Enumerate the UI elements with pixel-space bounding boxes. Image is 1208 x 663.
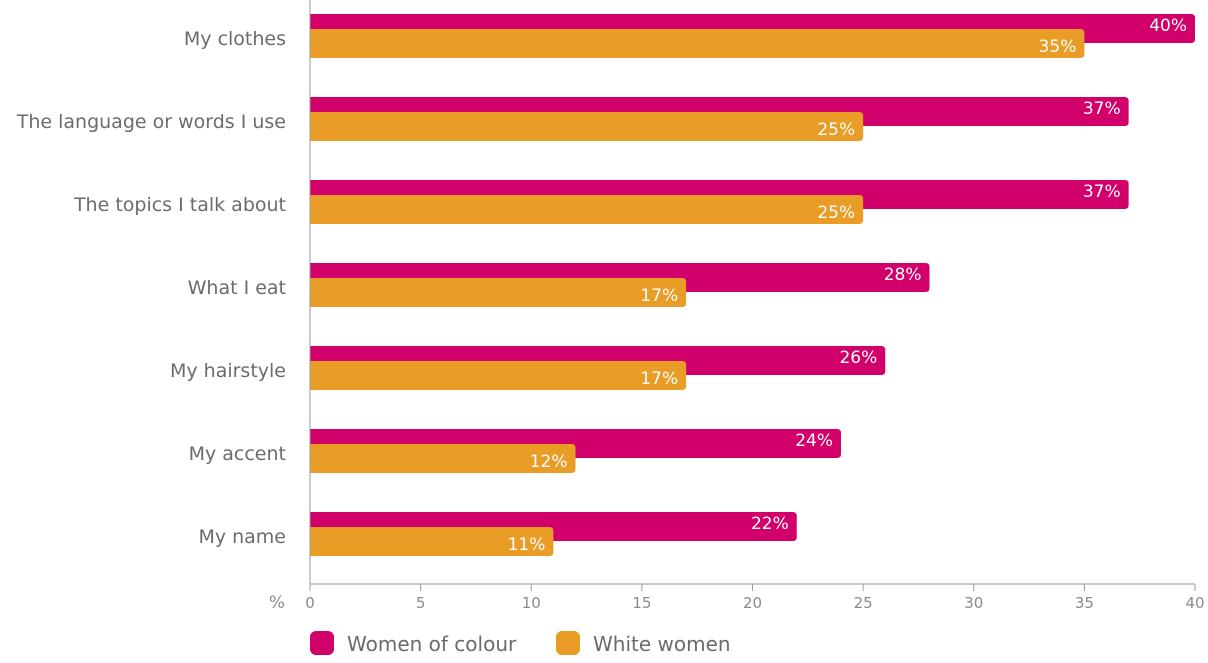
x-tick-label: 5 [416, 594, 426, 612]
bar-white-women [310, 278, 687, 307]
category-label: The topics I talk about [73, 194, 286, 216]
bar-white-women [310, 444, 576, 473]
bar-value-label: 25% [817, 203, 855, 223]
x-tick-label: 10 [522, 594, 541, 612]
legend: Women of colour White women [310, 631, 731, 656]
category-label: What I eat [188, 277, 286, 299]
bar-value-label: 25% [817, 120, 855, 140]
legend-white-women-swatch [556, 631, 580, 655]
bar-white-women [310, 361, 687, 390]
bar-value-label: 28% [884, 265, 922, 285]
bar-value-label: 35% [1039, 37, 1077, 57]
x-tick-label: 20 [743, 594, 762, 612]
x-tick-label: 0 [305, 594, 315, 612]
bar-value-label: 17% [640, 286, 678, 306]
category-label: My clothes [184, 28, 286, 50]
x-tick-label: 15 [632, 594, 651, 612]
bars-group: 40% 35% 37% 25% 37% 25% 28% 17% 26% 17% 24% 12% 22% 1… [310, 14, 1195, 556]
x-tick-label: 35 [1075, 594, 1094, 612]
bar-white-women [310, 527, 554, 556]
x-tick-label: 30 [964, 594, 983, 612]
bar-white-women [310, 195, 864, 224]
legend-women-of-colour-label: Women of colour [347, 632, 517, 656]
bar-value-label: 37% [1083, 182, 1121, 202]
category-label: The language or words I use [16, 111, 286, 133]
category-label: My accent [189, 443, 286, 465]
x-tick-label: 40 [1185, 594, 1204, 612]
category-labels: My clothes The language or words I use The… [16, 28, 286, 548]
x-axis: 0 5 10 15 20 25 30 35 40% [269, 0, 1205, 613]
bar-value-label: 24% [795, 431, 833, 451]
legend-white-women-label: White women [593, 632, 731, 656]
bar-value-label: 11% [508, 535, 546, 555]
bar-value-label: 26% [839, 348, 877, 368]
legend-women-of-colour-swatch [310, 631, 334, 655]
bar-value-label: 40% [1149, 16, 1187, 36]
bar-value-label: 37% [1083, 99, 1121, 119]
bar-value-label: 17% [640, 369, 678, 389]
x-axis-unit-label: % [269, 593, 285, 613]
bar-value-label: 22% [751, 514, 789, 534]
x-tick-label: 25 [854, 594, 873, 612]
category-label: My hairstyle [170, 360, 286, 382]
bar-white-women [310, 29, 1085, 58]
bar-white-women [310, 112, 864, 141]
bar-value-label: 12% [530, 452, 568, 472]
category-label: My name [198, 526, 286, 548]
